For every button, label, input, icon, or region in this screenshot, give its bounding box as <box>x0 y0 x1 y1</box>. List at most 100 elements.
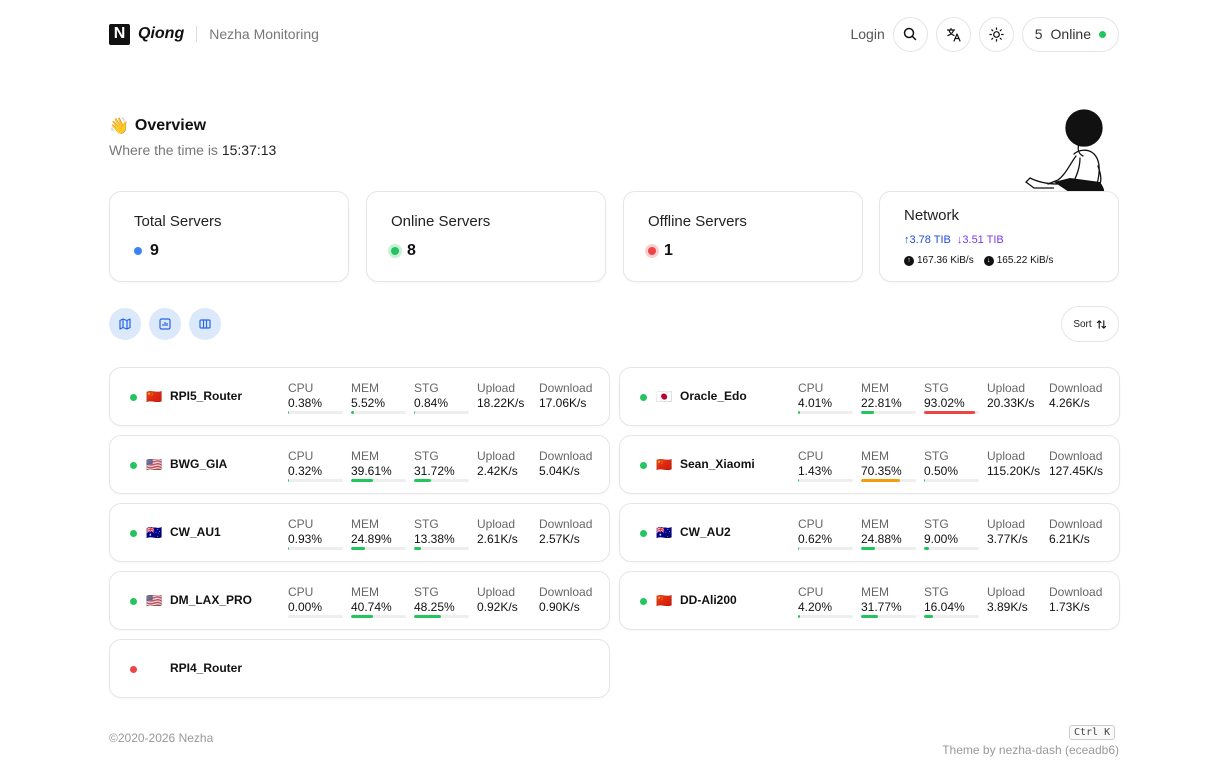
server-card[interactable]: 🇯🇵 Oracle_Edo CPU 4.01% MEM 22.81% STG 93.02% Up… <box>619 367 1120 426</box>
download-speed: 165.22 KiB/s <box>996 255 1054 266</box>
server-name: Oracle_Edo <box>680 389 747 403</box>
stg-usage-bar <box>924 479 979 482</box>
offline-servers-card[interactable]: Offline Servers 1 <box>623 191 863 282</box>
mem-label: MEM <box>351 381 379 395</box>
server-card[interactable]: RPI4_Router <box>109 639 610 698</box>
mem-usage-fill <box>351 411 355 414</box>
map-view-button[interactable] <box>109 308 141 340</box>
cpu-label: CPU <box>288 381 314 395</box>
overview-title: 👋 Overview <box>109 116 276 136</box>
stg-usage-fill <box>924 615 933 618</box>
mem-value: 24.89% <box>351 532 392 546</box>
country-flag-icon: 🇦🇺 <box>656 525 673 540</box>
mem-label: MEM <box>861 449 889 463</box>
mem-metric: MEM 5.52% <box>351 381 385 410</box>
overview-subtitle: Where the time is 15:37:13 <box>109 142 276 158</box>
server-card[interactable]: 🇦🇺 CW_AU1 CPU 0.93% MEM 24.89% STG 13.38% Upload… <box>109 503 610 562</box>
login-link[interactable]: Login <box>850 26 885 42</box>
mem-value: 22.81% <box>861 396 902 410</box>
server-card[interactable]: 🇺🇸 DM_LAX_PRO CPU 0.00% MEM 40.74% STG 48.25% Up… <box>109 571 610 630</box>
server-status-dot <box>130 530 137 537</box>
language-button[interactable] <box>935 16 971 52</box>
network-card: Network ↑3.78 TIB ↓3.51 TIB ↑ 167.36 KiB/… <box>879 191 1119 282</box>
theme-toggle-button[interactable] <box>978 16 1014 52</box>
stg-metric: STG 48.25% <box>414 585 455 614</box>
upload-value: 3.77K/s <box>987 532 1028 546</box>
stg-label: STG <box>924 517 949 531</box>
wave-icon: 👋 <box>109 118 129 135</box>
cpu-usage-bar <box>798 547 853 550</box>
stg-usage-bar <box>414 411 469 414</box>
server-name: CW_AU1 <box>170 525 221 539</box>
upload-metric: Upload 2.42K/s <box>477 449 518 478</box>
server-status-dot <box>130 394 137 401</box>
mem-usage-bar <box>351 547 406 550</box>
theme-credit[interactable]: Theme by nezha-dash (eceadb6) <box>942 743 1119 757</box>
sort-button[interactable]: Sort <box>1061 306 1119 342</box>
download-value: 4.26K/s <box>1049 396 1090 410</box>
server-card[interactable]: 🇦🇺 CW_AU2 CPU 0.62% MEM 24.88% STG 9.00% Upload 3… <box>619 503 1120 562</box>
stg-label: STG <box>924 449 949 463</box>
mem-usage-fill <box>861 547 875 550</box>
grid-view-button[interactable] <box>189 308 221 340</box>
cpu-usage-fill <box>798 479 800 482</box>
mem-usage-fill <box>351 547 365 550</box>
mem-value: 24.88% <box>861 532 902 546</box>
cpu-usage-bar <box>288 547 343 550</box>
stg-metric: STG 0.84% <box>414 381 448 410</box>
server-status-dot <box>640 598 647 605</box>
stg-label: STG <box>414 381 439 395</box>
download-label: Download <box>1049 517 1103 531</box>
current-time: 15:37:13 <box>221 142 277 158</box>
search-icon <box>903 27 917 41</box>
online-label: Online <box>1050 26 1091 42</box>
country-flag-icon: 🇨🇳 <box>656 593 673 608</box>
mem-label: MEM <box>861 517 889 531</box>
mem-value: 70.35% <box>861 464 902 478</box>
total-servers-card[interactable]: Total Servers 9 <box>109 191 349 282</box>
upload-value: 0.92K/s <box>477 600 518 614</box>
download-value: 0.90K/s <box>539 600 580 614</box>
download-value: 1.73K/s <box>1049 600 1090 614</box>
stg-metric: STG 9.00% <box>924 517 958 546</box>
cpu-label: CPU <box>288 517 314 531</box>
search-shortcut-hint: Ctrl K <box>1069 725 1116 740</box>
cpu-metric: CPU 0.32% <box>288 449 322 478</box>
cpu-usage-fill <box>798 411 801 414</box>
mem-usage-bar <box>351 479 406 482</box>
server-status-dot <box>130 462 137 469</box>
cpu-usage-fill <box>288 411 290 414</box>
mem-usage-bar <box>861 411 916 414</box>
chart-view-button[interactable] <box>149 308 181 340</box>
stg-usage-fill <box>414 479 432 482</box>
online-servers-card[interactable]: Online Servers 8 <box>366 191 606 282</box>
upload-label: Upload <box>477 449 516 463</box>
offline-servers-label: Offline Servers <box>648 213 747 230</box>
download-metric: Download 1.73K/s <box>1049 585 1102 614</box>
cpu-value: 0.93% <box>288 532 323 546</box>
server-card[interactable]: 🇨🇳 RPI5_Router CPU 0.38% MEM 5.52% STG 0.84% Upl… <box>109 367 610 426</box>
mem-value: 39.61% <box>351 464 392 478</box>
download-metric: Download 4.26K/s <box>1049 381 1102 410</box>
mem-usage-fill <box>861 411 874 414</box>
stg-usage-bar <box>924 615 979 618</box>
server-status-dot <box>640 462 647 469</box>
stg-usage-fill <box>924 547 929 550</box>
network-label: Network <box>904 207 960 224</box>
search-button[interactable] <box>892 16 928 52</box>
stg-value: 9.00% <box>924 532 959 546</box>
overview-heading: Overview <box>134 117 207 134</box>
brand[interactable]: N Qiong Nezha Monitoring <box>109 23 319 45</box>
upload-value: 2.61K/s <box>477 532 518 546</box>
download-label: Download <box>1049 381 1103 395</box>
total-servers-value: 9 <box>150 242 159 259</box>
server-card[interactable]: 🇨🇳 DD-Ali200 CPU 4.20% MEM 31.77% STG 16.04% Upl… <box>619 571 1120 630</box>
cpu-label: CPU <box>798 517 824 531</box>
cpu-metric: CPU 4.01% <box>798 381 832 410</box>
stg-label: STG <box>924 381 949 395</box>
server-card[interactable]: 🇺🇸 BWG_GIA CPU 0.32% MEM 39.61% STG 31.72% Uploa… <box>109 435 610 494</box>
stg-label: STG <box>924 585 949 599</box>
mem-usage-fill <box>351 615 374 618</box>
server-card[interactable]: 🇨🇳 Sean_Xiaomi CPU 1.43% MEM 70.35% STG 0.50% Up… <box>619 435 1120 494</box>
download-label: Download <box>539 585 593 599</box>
